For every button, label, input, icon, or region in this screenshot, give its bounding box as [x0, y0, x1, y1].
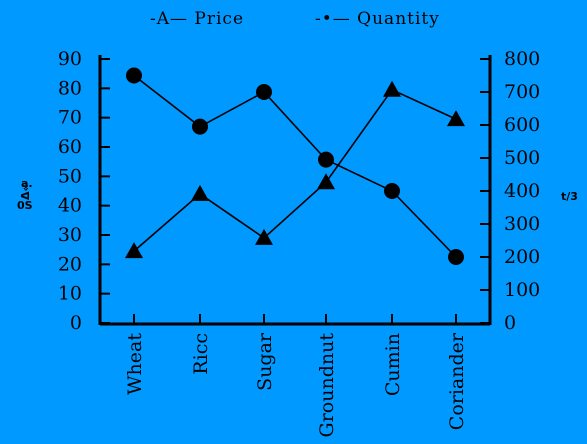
price-marker: [255, 228, 273, 245]
category-label: Sugar: [254, 332, 276, 391]
category-label: Wheat: [124, 333, 146, 395]
right-tick-label: 700: [504, 81, 540, 103]
left-tick-label: 50: [58, 165, 82, 187]
right-tick-label: 200: [504, 246, 540, 268]
series-line-quantity: [133, 74, 457, 258]
background-panel-left: [0, 30, 60, 444]
axes: [98, 55, 492, 326]
left-side-label: a. Δ« 0S: [17, 177, 33, 212]
legend-quantity: -•— Quantity: [315, 9, 440, 29]
price-marker: [447, 110, 465, 127]
right-tick-label: 300: [504, 213, 540, 235]
category-labels: Wheat Ricc Sugar Groundnut Cumin Coriander: [124, 314, 468, 437]
right-axis-ticks: 0 100 200 300 400 500 600 700 800: [480, 48, 540, 334]
background-panel-right: [548, 30, 587, 444]
category-label: Groundnut: [316, 333, 338, 438]
category-label: Ricc: [190, 333, 212, 375]
left-tick-label: 40: [58, 195, 82, 217]
background-panel-top: [0, 0, 587, 30]
right-tick-label: 400: [504, 180, 540, 202]
left-side-label-bottom: 0S: [17, 199, 33, 212]
left-side-label-mid: Δ«: [19, 184, 32, 200]
left-tick-label: 10: [58, 283, 82, 305]
legend-price: -A— Price: [150, 9, 244, 29]
right-tick-label: 0: [504, 312, 516, 334]
left-tick-label: 0: [70, 312, 82, 334]
price-marker: [317, 173, 335, 190]
price-marker: [383, 80, 401, 97]
legend: -A— Price -•— Quantity: [150, 9, 440, 29]
quantity-marker: [448, 249, 464, 265]
right-tick-label: 100: [504, 279, 540, 301]
quantity-marker: [318, 151, 334, 168]
right-tick-label: 500: [504, 147, 540, 169]
price-marker: [191, 184, 209, 201]
left-side-label-top: a.: [21, 177, 33, 190]
category-label: Coriander: [446, 332, 468, 430]
right-tick-label: 600: [504, 114, 540, 136]
left-tick-label: 80: [58, 77, 82, 99]
left-tick-label: 30: [58, 224, 82, 246]
right-side-label: t/3: [561, 190, 578, 203]
left-tick-label: 70: [58, 107, 82, 129]
left-tick-label: 90: [58, 48, 82, 70]
series-markers: [125, 67, 465, 265]
price-marker: [125, 242, 143, 259]
right-tick-label: 800: [504, 48, 540, 70]
quantity-marker: [256, 84, 272, 100]
series-lines: [133, 74, 457, 258]
quantity-marker: [192, 118, 208, 135]
quantity-marker: [126, 67, 142, 84]
left-axis-ticks: 0 10 20 30 40 50 60 70 80 90: [58, 48, 110, 334]
category-label: Cumin: [382, 333, 404, 396]
left-tick-label: 60: [58, 136, 82, 158]
series-line-price: [133, 88, 457, 252]
background-panel-main: [60, 30, 548, 444]
left-tick-label: 20: [58, 253, 82, 275]
quantity-marker: [384, 183, 400, 199]
